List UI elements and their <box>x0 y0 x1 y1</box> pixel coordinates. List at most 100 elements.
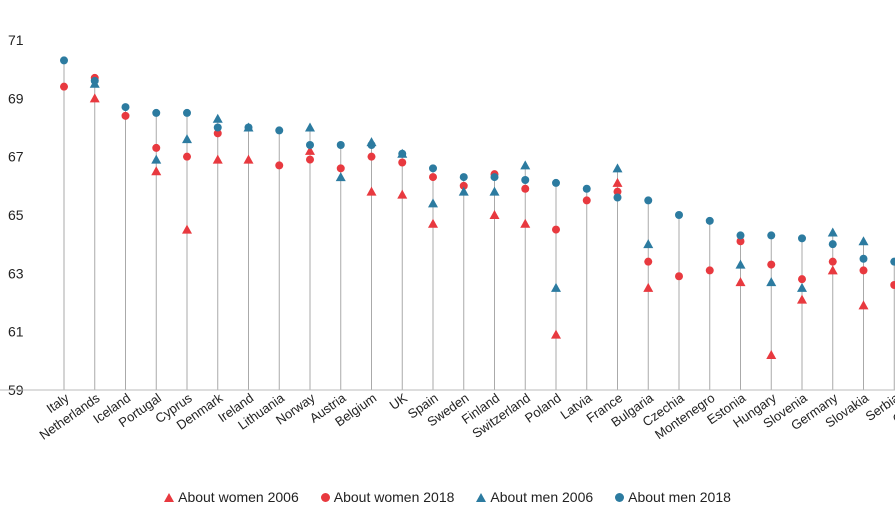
data-point-about-women-2006 <box>151 166 162 176</box>
triangle-marker-icon <box>476 492 487 502</box>
data-point-about-men-2006 <box>305 122 315 132</box>
data-point-about-men-2006 <box>612 163 623 173</box>
data-point-about-women-2018 <box>736 237 745 246</box>
data-point-about-women-2006 <box>827 265 838 275</box>
data-point-about-men-2018 <box>490 173 499 182</box>
data-point-about-women-2018 <box>767 260 776 269</box>
data-point-about-men-2006 <box>520 160 531 170</box>
data-point-about-women-2006 <box>366 186 377 196</box>
data-point-about-men-2018 <box>675 211 683 219</box>
data-point-about-men-2018 <box>336 141 345 149</box>
data-point-about-women-2018 <box>306 155 314 164</box>
data-point-about-women-2018 <box>675 272 683 281</box>
data-marks <box>60 56 895 359</box>
data-point-about-women-2006 <box>182 224 192 234</box>
data-point-about-women-2006 <box>766 350 777 359</box>
data-point-about-women-2018 <box>429 173 437 182</box>
data-point-about-men-2018 <box>367 141 376 149</box>
data-point-about-women-2006 <box>89 93 100 103</box>
data-point-about-men-2006 <box>551 282 561 292</box>
data-point-about-women-2018 <box>705 266 714 275</box>
data-point-about-men-2006 <box>797 282 807 292</box>
data-point-about-women-2018 <box>213 129 222 138</box>
data-point-about-women-2018 <box>60 82 68 91</box>
data-point-about-women-2006 <box>797 294 807 304</box>
legend: About women 2006 About women 2018 About … <box>0 486 895 508</box>
circle-marker-icon <box>320 492 330 502</box>
x-tick-label: Poland <box>522 390 564 426</box>
data-point-about-men-2006 <box>458 186 469 196</box>
data-point-about-women-2006 <box>858 300 869 310</box>
data-point-about-men-2018 <box>121 103 130 112</box>
data-point-about-women-2006 <box>397 189 408 199</box>
data-point-about-men-2006 <box>643 239 654 249</box>
data-point-about-women-2006 <box>305 145 315 155</box>
y-tick-label: 61 <box>8 324 24 340</box>
data-point-about-women-2018 <box>367 152 376 161</box>
data-point-about-women-2006 <box>520 218 531 228</box>
data-point-about-men-2006 <box>766 277 777 287</box>
data-point-about-men-2018 <box>213 123 222 132</box>
x-tick-label: Serbia <box>863 390 895 424</box>
data-point-about-men-2018 <box>890 257 895 266</box>
data-point-about-men-2018 <box>705 216 714 225</box>
x-axis-labels: ItalyNetherlandsIcelandPortugalCyprusDen… <box>36 390 895 443</box>
data-point-about-women-2018 <box>644 257 653 266</box>
data-point-about-men-2006 <box>858 236 869 246</box>
data-point-about-men-2018 <box>644 196 653 205</box>
data-point-about-men-2018 <box>459 173 468 182</box>
data-point-about-men-2018 <box>736 231 745 240</box>
legend-label: About men 2006 <box>490 489 594 505</box>
data-point-about-men-2006 <box>735 259 746 269</box>
data-point-about-women-2018 <box>582 196 591 205</box>
data-point-about-women-2018 <box>552 225 560 234</box>
data-point-about-women-2018 <box>398 158 407 167</box>
data-point-about-women-2006 <box>551 329 561 339</box>
data-point-about-men-2018 <box>90 76 99 85</box>
legend-label: About men 2018 <box>628 489 731 505</box>
data-point-about-women-2006 <box>428 218 438 228</box>
data-point-about-men-2018 <box>398 149 407 158</box>
y-tick-label: 67 <box>8 149 24 165</box>
data-point-about-men-2006 <box>827 227 838 237</box>
data-point-about-women-2018 <box>275 161 284 170</box>
y-tick-label: 65 <box>8 207 24 223</box>
data-point-about-men-2018 <box>859 254 868 263</box>
data-point-about-women-2006 <box>612 177 623 187</box>
data-point-about-women-2006 <box>212 154 223 164</box>
data-point-about-women-2018 <box>183 152 191 161</box>
data-point-about-women-2018 <box>828 257 837 266</box>
data-point-about-women-2018 <box>121 111 130 120</box>
data-point-about-men-2006 <box>428 198 438 208</box>
legend-label: About women 2018 <box>333 489 455 505</box>
data-point-about-women-2018 <box>521 184 530 193</box>
legend-item-men-2018: About men 2018 <box>615 489 731 505</box>
data-point-about-men-2006 <box>489 186 500 196</box>
data-point-about-women-2018 <box>890 281 895 289</box>
data-point-about-men-2018 <box>152 108 161 117</box>
legend-label: About women 2006 <box>178 489 299 505</box>
data-point-about-men-2018 <box>798 234 806 243</box>
data-point-about-men-2018 <box>582 184 591 193</box>
data-point-about-men-2018 <box>306 141 314 149</box>
data-point-about-women-2006 <box>643 282 654 292</box>
triangle-marker-icon <box>164 492 175 502</box>
data-point-about-men-2018 <box>429 164 437 173</box>
data-point-about-women-2018 <box>859 266 868 275</box>
data-point-about-women-2006 <box>243 154 254 164</box>
data-point-about-men-2018 <box>521 176 530 184</box>
legend-item-women-2018: About women 2018 <box>320 489 455 505</box>
data-point-about-men-2006 <box>182 134 192 144</box>
data-point-about-men-2006 <box>151 154 162 164</box>
legend-item-men-2006: About men 2006 <box>476 489 593 505</box>
y-tick-label: 63 <box>8 265 24 281</box>
data-point-about-women-2006 <box>489 210 500 219</box>
data-point-about-women-2018 <box>336 164 345 173</box>
data-point-about-women-2006 <box>735 277 746 287</box>
data-point-about-men-2018 <box>183 108 191 117</box>
y-tick-label: 69 <box>8 90 24 106</box>
data-point-about-men-2018 <box>244 123 253 132</box>
data-point-about-men-2018 <box>552 178 560 187</box>
data-point-about-men-2006 <box>212 113 223 123</box>
